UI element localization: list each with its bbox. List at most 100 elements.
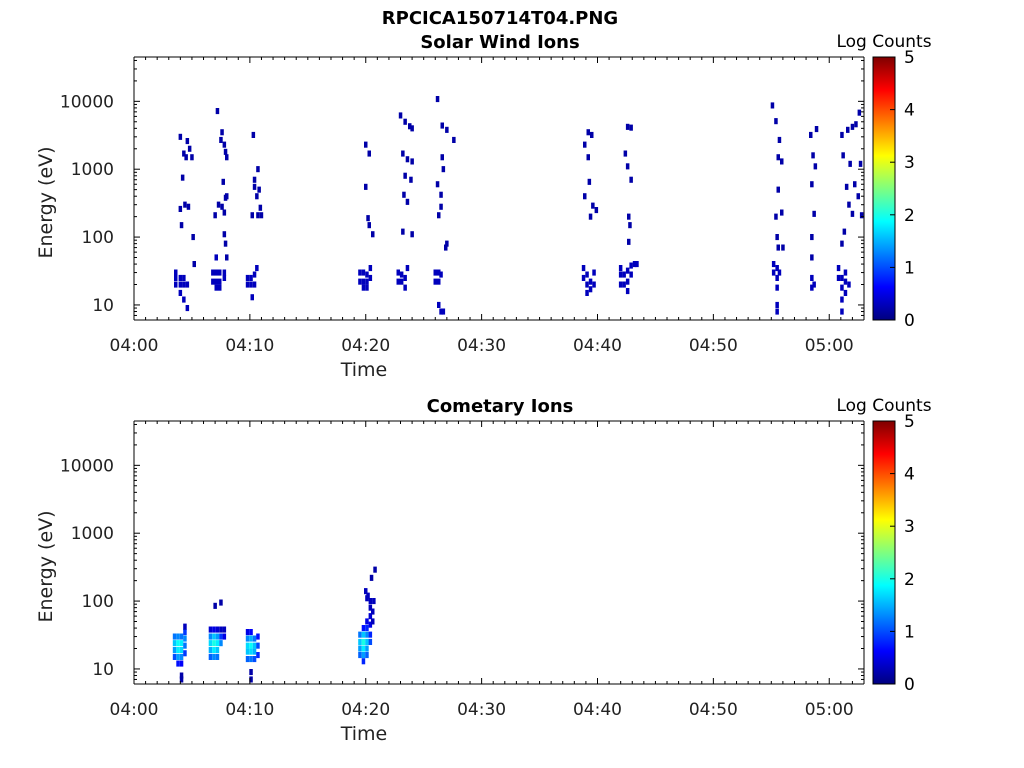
heatmap-cell: [252, 176, 257, 183]
heatmap-cell: [368, 621, 373, 628]
heatmap-cell: [401, 228, 405, 235]
heatmap-cell: [844, 183, 849, 190]
heatmap-cell: [250, 212, 254, 219]
heatmap-cell: [622, 281, 626, 288]
heatmap-cell: [581, 265, 586, 272]
heatmap-cell: [369, 574, 374, 581]
heatmap-cell: [396, 278, 400, 285]
heatmap-cell: [255, 193, 259, 200]
heatmap-cell: [361, 631, 366, 638]
heatmap-cell: [371, 231, 375, 238]
heatmap-cell: [222, 274, 227, 281]
y-axis-label: Energy (eV): [35, 146, 57, 258]
heatmap-cell: [398, 112, 403, 119]
heatmap-cell: [245, 635, 250, 642]
heatmap-cell: [399, 271, 404, 278]
heatmap-cell: [221, 178, 225, 185]
heatmap-cell: [629, 262, 633, 269]
heatmap-cell: [187, 145, 192, 152]
heatmap-cell: [774, 118, 778, 125]
heatmap-cell: [371, 618, 375, 625]
heatmap-cell: [208, 633, 213, 640]
heatmap-cell: [836, 265, 841, 272]
heatmap-cell: [223, 148, 228, 155]
y-tick-label: 1000: [71, 160, 114, 180]
heatmap-cell: [365, 638, 369, 645]
heatmap-cell: [185, 305, 190, 312]
heatmap-cell: [840, 274, 844, 281]
heatmap-cell: [176, 633, 180, 640]
heatmap-cell: [403, 172, 407, 179]
heatmap-cell: [594, 207, 599, 214]
heatmap-cell: [219, 626, 223, 633]
y-tick-label: 1000: [71, 524, 114, 544]
heatmap-cell: [178, 274, 183, 281]
heatmap-cell: [183, 623, 187, 630]
heatmap-cell: [358, 631, 362, 638]
heatmap-cell: [361, 638, 366, 645]
heatmap-cell: [365, 595, 369, 602]
heatmap-cell: [361, 269, 366, 276]
heatmap-cell: [174, 274, 178, 281]
heatmap-cell: [587, 178, 592, 185]
heatmap-cell: [439, 308, 443, 315]
heatmap-cell: [179, 653, 184, 660]
heatmap-cell: [368, 598, 373, 605]
heatmap-cell: [771, 261, 776, 268]
heatmap-cell: [371, 608, 375, 615]
heatmap-cell: [179, 672, 184, 679]
heatmap-cell: [433, 278, 437, 285]
x-axis-label: Time: [340, 359, 388, 381]
heatmap-cell: [368, 274, 373, 281]
heatmap-cell: [184, 154, 188, 161]
panel-title: Solar Wind Ions: [420, 32, 579, 53]
heatmap-cell: [245, 274, 250, 281]
heatmap-cell: [629, 176, 633, 183]
heatmap-cell: [361, 278, 366, 285]
heatmap-cell: [364, 141, 368, 148]
y-tick-label: 10000: [60, 456, 114, 476]
heatmap-cell: [780, 209, 784, 216]
x-tick-label: 04:40: [573, 336, 622, 356]
heatmap-cell: [586, 154, 590, 161]
heatmap-cell: [252, 183, 257, 190]
colorbar-tick-label: 0: [904, 675, 915, 695]
heatmap-cell: [586, 129, 590, 136]
heatmap-cell: [777, 136, 782, 143]
heatmap-cell: [367, 222, 371, 229]
heatmap-cell: [174, 281, 178, 288]
heatmap-cell: [809, 131, 813, 138]
heatmap-cell: [836, 274, 841, 281]
heatmap-cell: [812, 281, 816, 288]
heatmap-cell: [776, 186, 780, 193]
heatmap-cell: [590, 131, 594, 138]
heatmap-cell: [366, 215, 370, 222]
heatmap-cell: [257, 186, 261, 193]
heatmap-cell: [410, 158, 414, 165]
heatmap-cell: [218, 269, 222, 276]
heatmap-cell: [249, 635, 253, 642]
heatmap-cell: [774, 213, 778, 220]
heatmap-cell: [854, 121, 858, 128]
heatmap-cell: [627, 238, 631, 245]
heatmap-cell: [439, 191, 443, 198]
x-axis-label: Time: [340, 723, 388, 745]
heatmap-cell: [245, 642, 250, 649]
heatmap-cell: [625, 278, 630, 285]
heatmap-cell: [215, 653, 220, 660]
heatmap-cell: [452, 136, 456, 143]
heatmap-cell: [179, 222, 184, 229]
heatmap-cell: [585, 281, 589, 288]
heatmap-cell: [439, 271, 443, 278]
heatmap-cell: [847, 201, 851, 208]
heatmap-cell: [810, 181, 814, 188]
heatmap-cell: [628, 222, 632, 229]
heatmap-cell: [252, 656, 257, 663]
heatmap-cells: [174, 96, 864, 315]
heatmap-cell: [191, 234, 195, 241]
heatmap-cell: [225, 254, 229, 261]
heatmap-cell: [592, 281, 596, 288]
heatmap-cell: [252, 281, 257, 288]
heatmap-cell: [858, 160, 863, 167]
heatmap-cell: [444, 244, 448, 251]
